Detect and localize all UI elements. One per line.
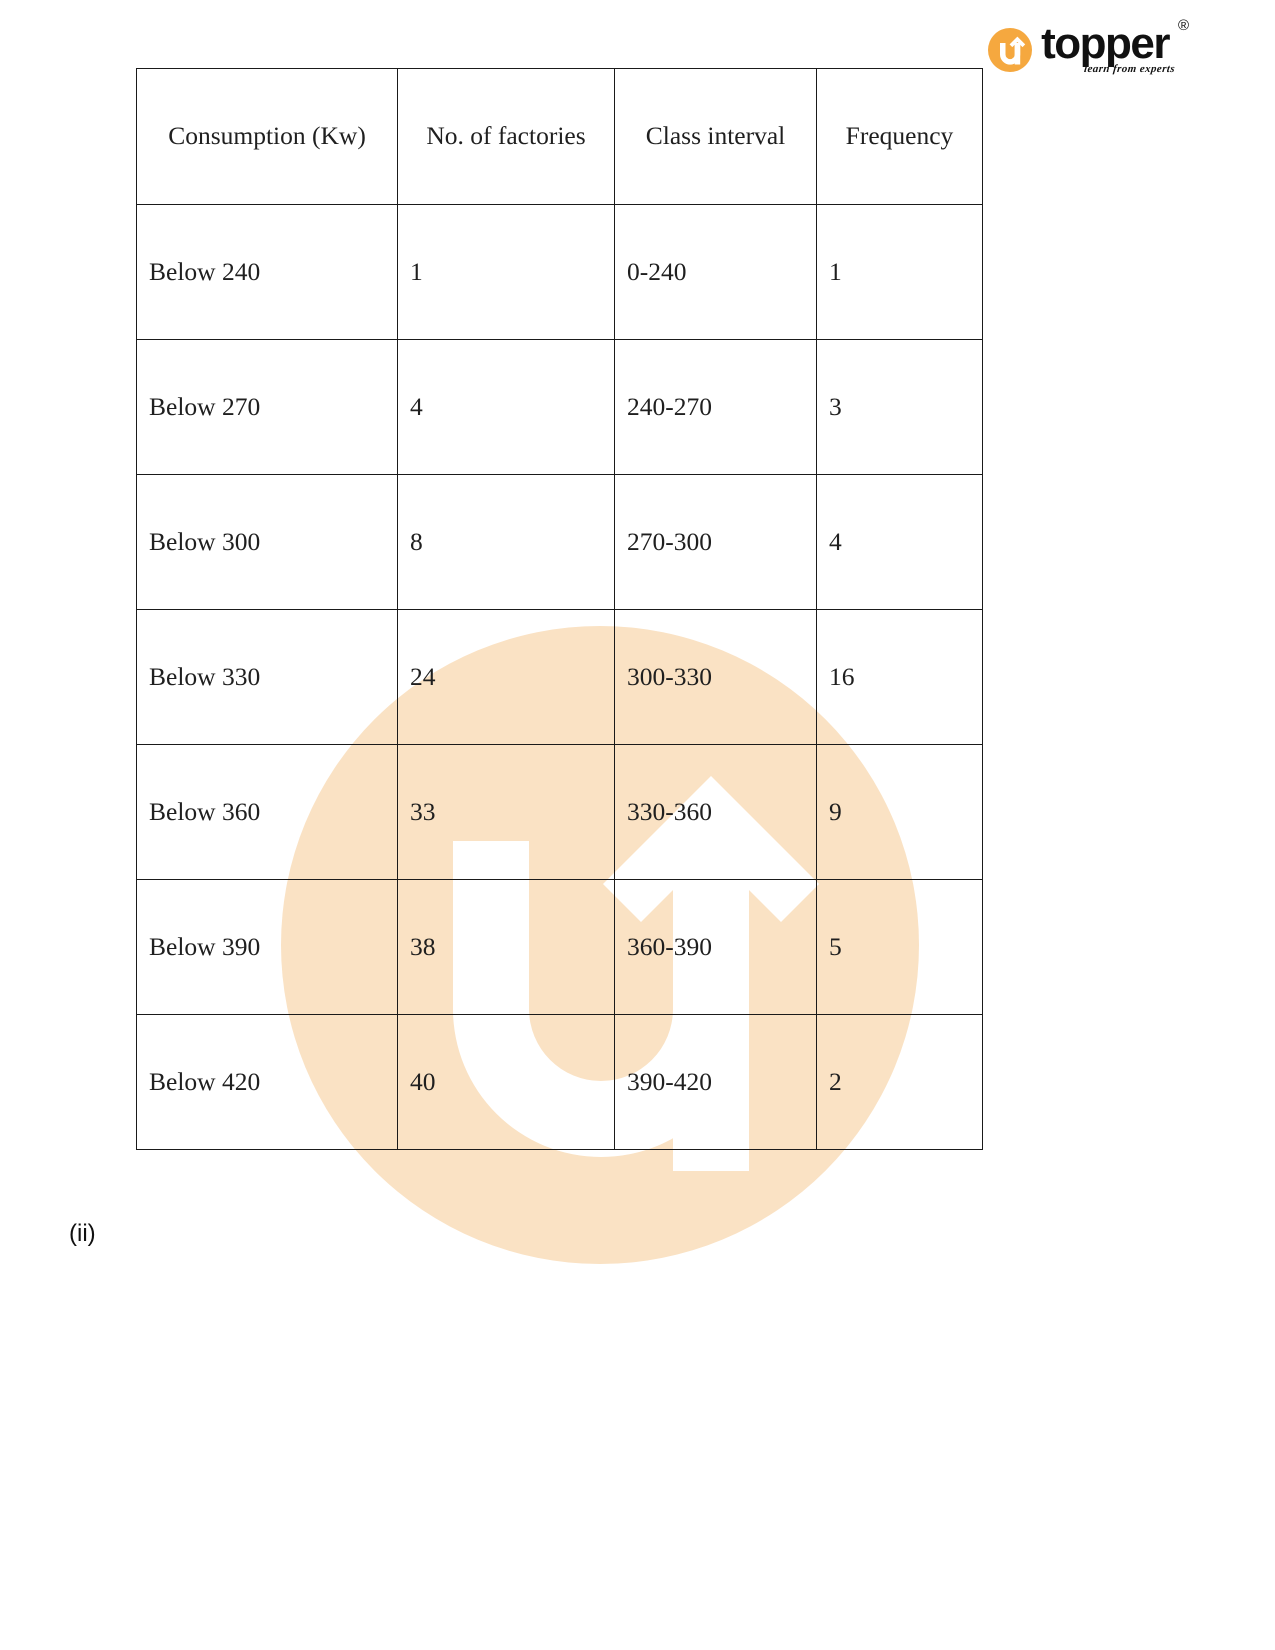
table-row: Below 420 40 390-420 2 <box>136 1014 983 1150</box>
column-header-frequency: Frequency <box>816 68 983 205</box>
cell-factories: 8 <box>397 474 615 610</box>
cell-factories: 40 <box>397 1014 615 1150</box>
cell-frequency: 4 <box>816 474 983 610</box>
cell-interval: 240-270 <box>614 339 817 475</box>
u-up-arrow-glyph <box>1000 36 1026 65</box>
registered-mark: ® <box>1177 17 1189 34</box>
part-label: (ii) <box>69 1220 96 1247</box>
cell-frequency: 16 <box>816 609 983 745</box>
table-row: Below 300 8 270-300 4 <box>136 474 983 610</box>
cell-consumption: Below 390 <box>136 879 398 1015</box>
cell-consumption: Below 360 <box>136 744 398 880</box>
cell-interval: 300-330 <box>614 609 817 745</box>
cell-interval: 360-390 <box>614 879 817 1015</box>
column-header-consumption: Consumption (Kw) <box>136 68 398 205</box>
table-row: Below 330 24 300-330 16 <box>136 609 983 745</box>
cell-frequency: 9 <box>816 744 983 880</box>
table-row: Below 270 4 240-270 3 <box>136 339 983 475</box>
cell-frequency: 3 <box>816 339 983 475</box>
logo-tagline: learn from experts <box>1083 63 1176 75</box>
topper-logo: topper ® learn from experts <box>988 18 1191 75</box>
cell-frequency: 5 <box>816 879 983 1015</box>
u-up-arrow-icon <box>988 28 1033 72</box>
cell-factories: 1 <box>397 204 615 340</box>
cell-factories: 4 <box>397 339 615 475</box>
cell-factories: 38 <box>397 879 615 1015</box>
cell-factories: 24 <box>397 609 615 745</box>
cell-consumption: Below 300 <box>136 474 398 610</box>
table-row: Below 390 38 360-390 5 <box>136 879 983 1015</box>
cell-factories: 33 <box>397 744 615 880</box>
cell-interval: 330-360 <box>614 744 817 880</box>
cell-frequency: 2 <box>816 1014 983 1150</box>
logo-wordmark-text: topper <box>1041 19 1170 68</box>
column-header-factories: No. of factories <box>397 68 615 205</box>
table-row: Below 360 33 330-360 9 <box>136 744 983 880</box>
table-row: Below 240 1 0-240 1 <box>136 204 983 340</box>
cell-consumption: Below 420 <box>136 1014 398 1150</box>
cell-interval: 270-300 <box>614 474 817 610</box>
logo-wordmark: topper ® learn from experts <box>1041 18 1191 75</box>
cell-frequency: 1 <box>816 204 983 340</box>
column-header-class-interval: Class interval <box>614 68 817 205</box>
table-header-row: Consumption (Kw) No. of factories Class … <box>136 68 983 205</box>
cell-interval: 0-240 <box>614 204 817 340</box>
cell-interval: 390-420 <box>614 1014 817 1150</box>
cell-consumption: Below 270 <box>136 339 398 475</box>
cell-consumption: Below 240 <box>136 204 398 340</box>
table-body: Consumption (Kw) No. of factories Class … <box>136 68 983 1150</box>
cell-consumption: Below 330 <box>136 609 398 745</box>
frequency-distribution-table: Consumption (Kw) No. of factories Class … <box>136 68 983 1150</box>
